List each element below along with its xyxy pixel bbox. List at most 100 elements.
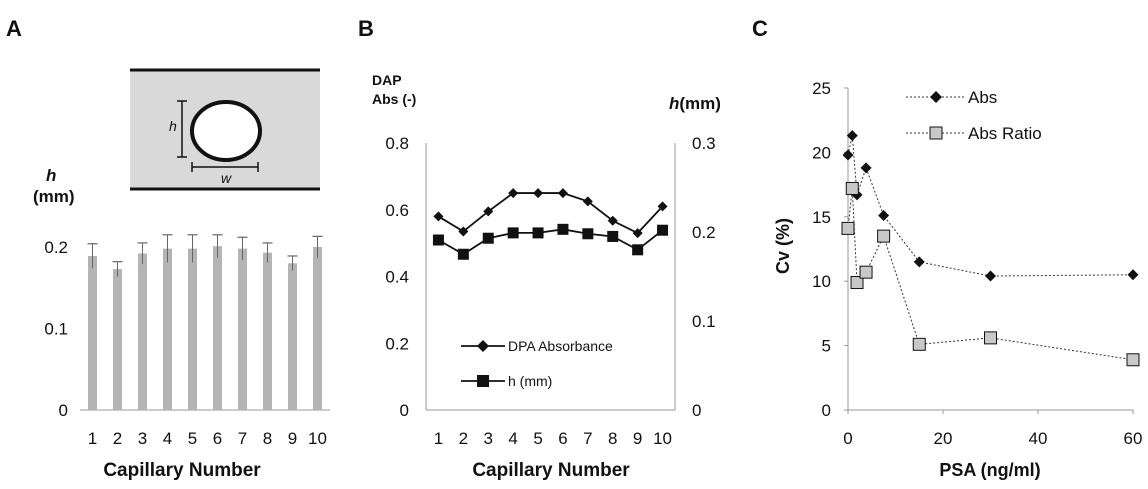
bar (113, 269, 122, 410)
left-y-tick-label: 0.8 (385, 134, 409, 153)
data-point-square (582, 228, 594, 240)
y-tick-label: 5 (822, 337, 831, 356)
panel-c-series (841, 130, 1140, 367)
data-point-square (877, 229, 891, 243)
series-line-1 (438, 228, 664, 256)
capillary-ellipse (190, 100, 262, 162)
panel-c-label: C (752, 16, 768, 41)
y-tick-label: 0 (59, 401, 68, 420)
data-point-square (457, 248, 469, 260)
data-point-diamond (842, 149, 854, 161)
data-point-diamond (860, 162, 872, 174)
data-point-square (632, 244, 644, 256)
series-line-1 (847, 188, 1134, 361)
data-point-diamond (878, 210, 890, 222)
data-point-diamond (557, 188, 568, 199)
data-point-diamond (607, 215, 618, 226)
data-point-diamond (582, 196, 593, 207)
data-point-diamond (433, 211, 444, 222)
right-y-tick-label: 0 (692, 401, 701, 420)
series-line-0 (437, 192, 664, 235)
y-tick-label: 15 (812, 208, 831, 227)
y-tick-label: 20 (812, 143, 831, 162)
data-point-square (607, 230, 619, 242)
panel-a-ylabel-symbol: h (46, 166, 56, 185)
x-tick-label: 1 (88, 429, 97, 448)
data-point-square (507, 227, 519, 239)
x-tick-label: 3 (138, 429, 147, 448)
panel-c: C Cv (%) 0 5 10 15 20 25 0 20 40 60 Abs Abs Rati… (752, 16, 1142, 480)
x-tick-label: 60 (1124, 429, 1143, 448)
panel-a-xlabel: Capillary Number (103, 460, 261, 481)
x-tick-label: 3 (484, 429, 493, 448)
x-tick-label: 2 (459, 429, 468, 448)
data-point-diamond (846, 130, 858, 142)
data-point-square (482, 232, 494, 244)
right-y-tick-label: 0.2 (692, 223, 716, 242)
data-point-square (912, 337, 926, 351)
bar (213, 246, 222, 410)
x-tick-label: 20 (934, 429, 953, 448)
panel-b-xlabel: Capillary Number (472, 460, 630, 481)
inset-width-label: w (221, 170, 232, 186)
panel-a: A h w h (mm) 0 0.1 0.2 1 2 3 4 5 6 7 8 9 10 Capilla… (6, 16, 330, 481)
x-tick-label: 10 (653, 429, 672, 448)
data-point-square (432, 234, 444, 246)
panel-c-ylabel: Cv (%) (773, 218, 793, 274)
panel-b-x-tick-labels: 1 2 3 4 5 6 7 8 9 10 (434, 429, 672, 448)
data-point-square (984, 331, 997, 345)
panel-c-legend: Abs Abs Ratio (906, 88, 1042, 143)
legend-label-abs: Abs (968, 88, 997, 107)
data-point-square (845, 181, 859, 195)
panel-c-xlabel: PSA (ng/ml) (939, 460, 1040, 480)
legend-square-marker (929, 126, 943, 140)
y-tick-label: 10 (812, 272, 831, 291)
left-y-tick-label: 0.6 (385, 201, 409, 220)
x-tick-label: 5 (188, 429, 197, 448)
y-tick-label: 0.2 (44, 238, 68, 257)
legend-diamond-marker (477, 340, 489, 352)
panel-b-right-ylabel: h(mm) (669, 94, 721, 113)
x-tick-label: 7 (583, 429, 592, 448)
bar (263, 252, 272, 410)
data-point-square (841, 221, 855, 235)
x-tick-label: 0 (843, 429, 852, 448)
data-point-diamond (1127, 269, 1139, 281)
x-tick-label: 40 (1029, 429, 1048, 448)
bar (88, 255, 97, 410)
data-point-square (532, 227, 544, 239)
data-point-diamond (458, 226, 469, 237)
panel-a-bars (87, 234, 323, 410)
left-y-tick-label: 0 (400, 401, 409, 420)
right-y-tick-label: 0.3 (692, 134, 716, 153)
panel-b-right-y-tick-labels: 0 0.1 0.2 0.3 (692, 134, 716, 420)
panel-b-right-ylabel-unit: (mm) (679, 94, 721, 113)
panel-a-y-tick-labels: 0 0.1 0.2 (44, 238, 68, 420)
legend-label-abs-ratio: Abs Ratio (968, 124, 1042, 143)
data-point-square (859, 265, 873, 279)
x-tick-label: 9 (288, 429, 297, 448)
data-point-diamond (657, 201, 668, 212)
series-line-0 (847, 135, 1134, 277)
data-point-square (1126, 353, 1140, 367)
panel-a-label: A (6, 16, 22, 41)
panel-c-x-tick-labels: 0 20 40 60 (843, 429, 1142, 448)
bar (188, 248, 197, 410)
panel-b-series (432, 188, 669, 260)
panel-b-legend: DPA Absorbance h (mm) (461, 338, 613, 389)
data-point-square (557, 223, 569, 235)
legend-diamond-marker (930, 91, 942, 103)
x-tick-label: 9 (633, 429, 642, 448)
panel-c-y-tick-labels: 0 5 10 15 20 25 (812, 79, 831, 420)
y-tick-label: 25 (812, 79, 831, 98)
data-point-diamond (533, 188, 544, 199)
x-tick-label: 10 (308, 429, 327, 448)
x-tick-label: 8 (263, 429, 272, 448)
legend-label-dpa: DPA Absorbance (508, 338, 613, 354)
panel-a-x-tick-labels: 1 2 3 4 5 6 7 8 9 10 (88, 429, 327, 448)
x-tick-label: 7 (238, 429, 247, 448)
x-tick-label: 2 (113, 429, 122, 448)
inset-height-label: h (169, 118, 177, 134)
legend-square-marker (477, 375, 489, 387)
